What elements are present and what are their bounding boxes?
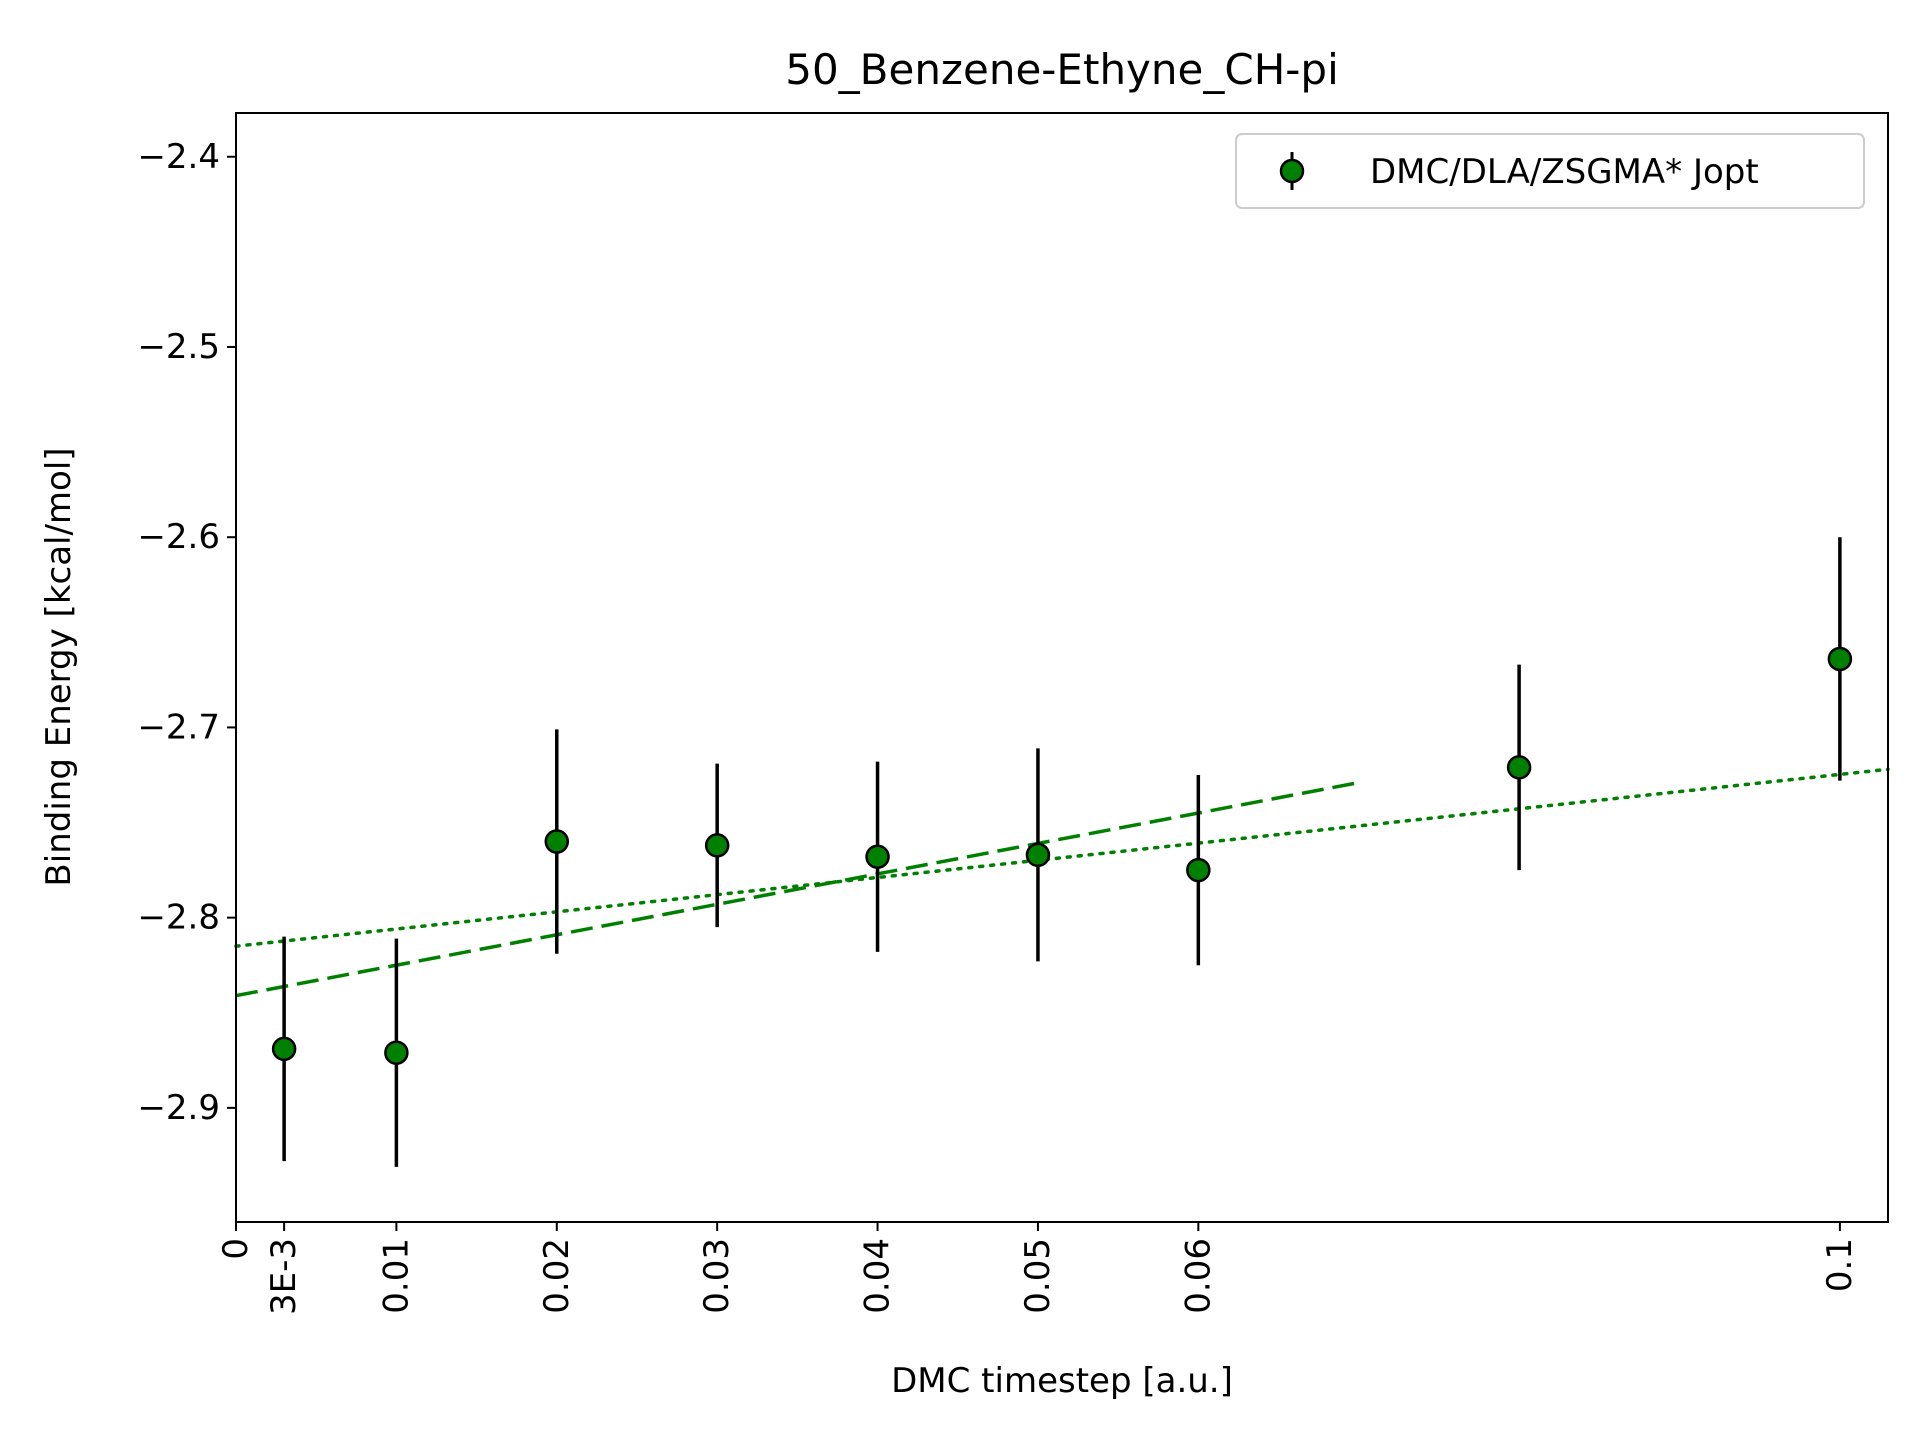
error-bars (282, 537, 1842, 1167)
y-tick-label: −2.7 (137, 707, 220, 747)
data-point (1506, 755, 1532, 780)
legend-marker (1279, 158, 1305, 184)
data-point (1025, 842, 1051, 868)
dotted-fit-line (234, 767, 1890, 948)
y-tick-label: −2.5 (137, 327, 220, 367)
data-point (704, 833, 730, 858)
x-tick-label: 0 (216, 1238, 256, 1260)
fit-lines (234, 767, 1890, 998)
y-axis-title: Binding Energy [kcal/mol] (39, 447, 79, 886)
y-tick-label: −2.6 (137, 517, 220, 557)
data-point (1186, 857, 1211, 883)
y-tick-label: −2.8 (137, 898, 220, 938)
legend: DMC/DLA/ZSGMA* Jopt (1235, 133, 1865, 209)
data-point (1827, 646, 1853, 672)
dashed-fit-line (235, 780, 1360, 998)
x-axis-title: DMC timestep [a.u.] (891, 1361, 1233, 1401)
x-tick-label: 0.06 (1178, 1238, 1218, 1314)
data-point (865, 844, 890, 870)
x-tick-label: 3E-3 (264, 1238, 304, 1315)
y-tick-label: −2.4 (137, 137, 220, 177)
legend-box (1235, 133, 1865, 209)
x-axis-ticks: 0 3E-3 0.01 0.02 0.03 0.04 0.05 0.06 0.1 (216, 1222, 1860, 1315)
x-tick-label: 0.05 (1018, 1238, 1058, 1314)
data-points (271, 646, 1853, 1065)
y-axis-ticks: −2.4 −2.5 −2.6 −2.7 −2.8 −2.9 (137, 137, 236, 1128)
chart-title: 50_Benzene-Ethyne_CH-pi (785, 45, 1339, 94)
x-tick-label: 0.03 (697, 1238, 737, 1314)
data-point (384, 1040, 409, 1065)
x-tick-label: 0.1 (1820, 1238, 1860, 1292)
x-tick-label: 0.04 (858, 1238, 898, 1314)
x-tick-label: 0.01 (376, 1238, 416, 1314)
data-point (271, 1036, 297, 1062)
plot-frame (235, 112, 1889, 1223)
legend-label: DMC/DLA/ZSGMA* Jopt (1370, 152, 1759, 192)
data-point (544, 829, 570, 854)
x-tick-label: 0.02 (537, 1238, 577, 1314)
y-tick-label: −2.9 (137, 1088, 220, 1128)
